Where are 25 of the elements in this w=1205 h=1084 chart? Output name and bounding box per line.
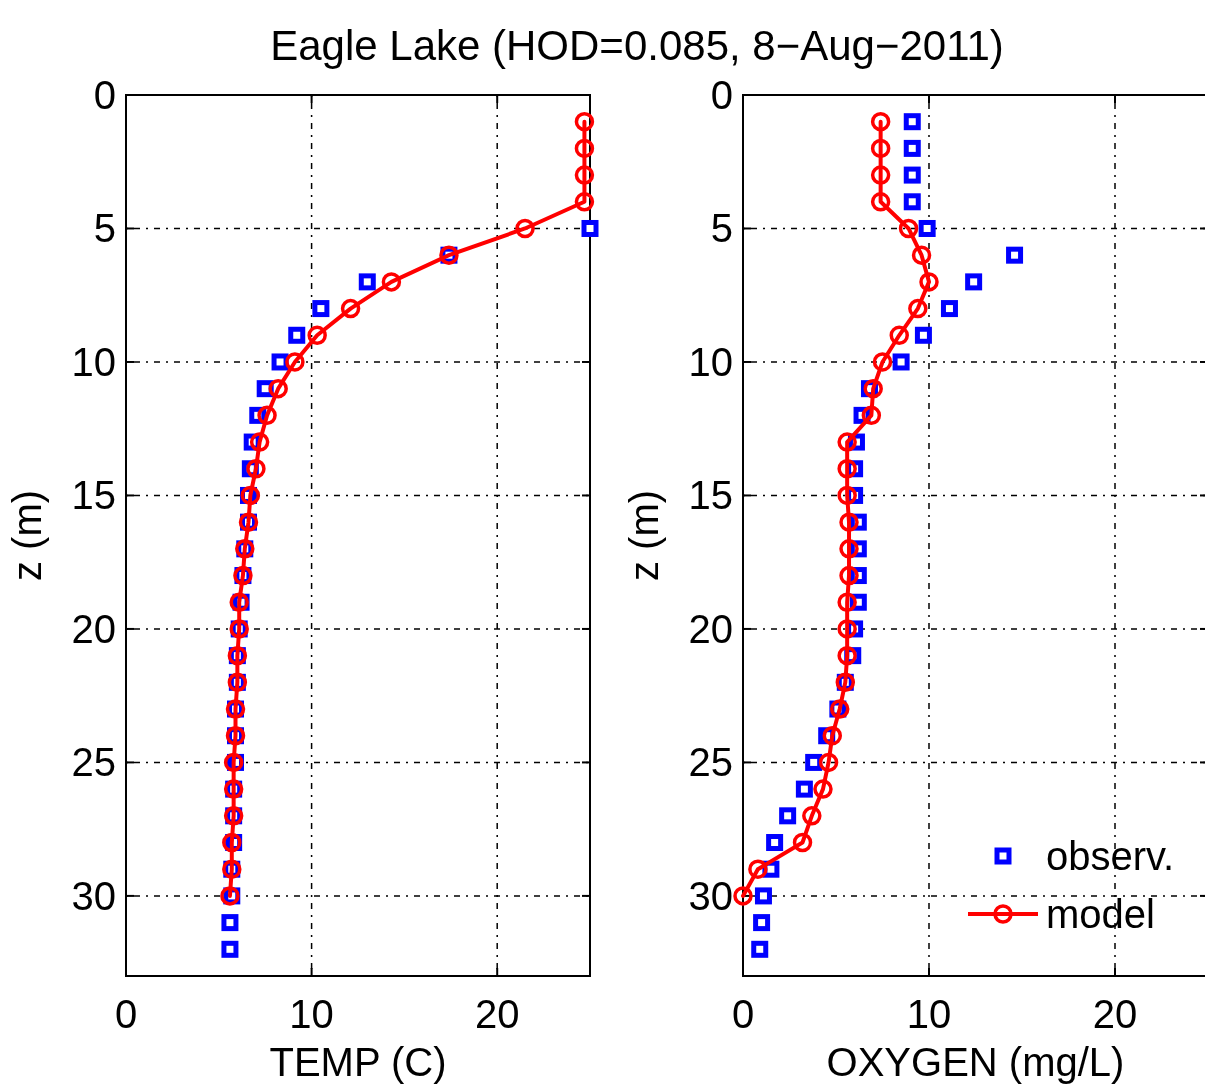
legend-label: observ. (1046, 834, 1175, 878)
x-tick-label: 20 (1092, 992, 1138, 1036)
y-axis-title: z (m) (622, 489, 666, 582)
y-tick-label: 30 (71, 873, 116, 918)
y-tick-label: 25 (688, 740, 733, 785)
x-tick-label: 10 (906, 992, 952, 1036)
x-tick-label: 20 (474, 992, 520, 1036)
y-tick-label: 0 (93, 73, 116, 117)
legend-label: model (1046, 892, 1155, 936)
x-axis-title: TEMP (C) (269, 1040, 447, 1084)
y-tick-label: 20 (688, 606, 733, 651)
y-axis-title: z (m) (5, 489, 49, 582)
x-tick-label: 10 (289, 992, 334, 1036)
y-tick-label: 0 (710, 73, 733, 117)
x-axis-title: OXYGEN (mg/L) (826, 1040, 1125, 1084)
y-tick-label: 30 (688, 873, 733, 918)
y-tick-label: 5 (93, 206, 116, 251)
y-tick-label: 15 (71, 473, 116, 518)
y-tick-label: 25 (71, 740, 116, 785)
y-tick-label: 10 (688, 339, 733, 384)
chart-title: Eagle Lake (HOD=0.085, 8−Aug−2011) (270, 22, 1004, 69)
y-tick-label: 10 (71, 339, 116, 384)
y-tick-label: 20 (71, 606, 116, 651)
y-tick-label: 5 (710, 206, 733, 251)
y-tick-label: 15 (688, 473, 733, 518)
